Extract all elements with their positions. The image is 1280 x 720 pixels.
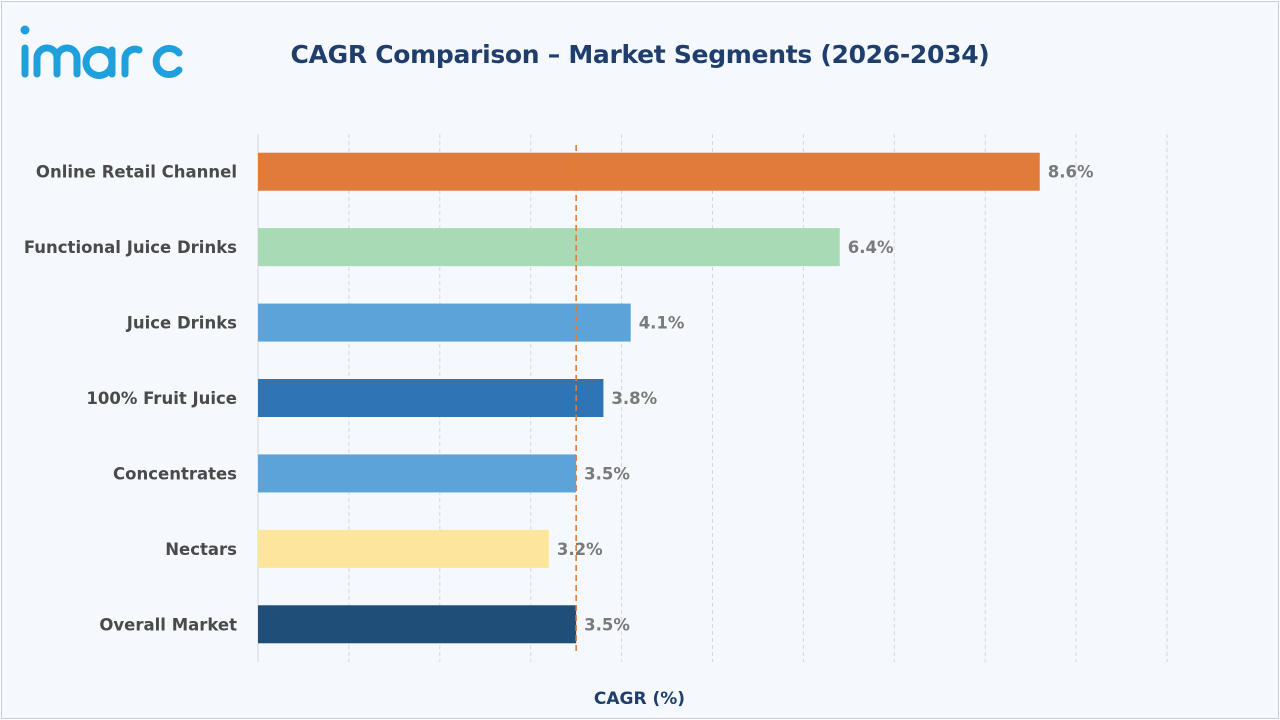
data-label: 8.6%: [1048, 163, 1094, 182]
data-label: 6.4%: [848, 238, 894, 257]
bar: [258, 379, 604, 417]
bar: [258, 529, 549, 568]
category-label: 100% Fruit Juice: [86, 389, 237, 408]
data-label: 4.1%: [639, 314, 685, 333]
data-label: 3.8%: [611, 389, 657, 408]
bar: [258, 303, 631, 342]
imarc-logo: [20, 25, 183, 79]
category-label: Overall Market: [99, 615, 237, 634]
data-label: 3.5%: [584, 615, 630, 634]
chart-title: CAGR Comparison – Market Segments (2026-…: [290, 40, 990, 69]
x-axis-label: CAGR (%): [594, 689, 685, 709]
category-label: Online Retail Channel: [36, 163, 237, 182]
data-label: 3.5%: [584, 464, 630, 483]
category-label: Nectars: [165, 540, 237, 559]
bar: [258, 605, 577, 644]
category-label: Juice Drinks: [126, 314, 237, 333]
category-label: Functional Juice Drinks: [24, 238, 237, 257]
bar: [258, 152, 1040, 191]
bar: [258, 454, 577, 493]
data-label: 3.2%: [557, 540, 603, 559]
bar: [258, 228, 840, 267]
category-label: Concentrates: [113, 464, 237, 483]
